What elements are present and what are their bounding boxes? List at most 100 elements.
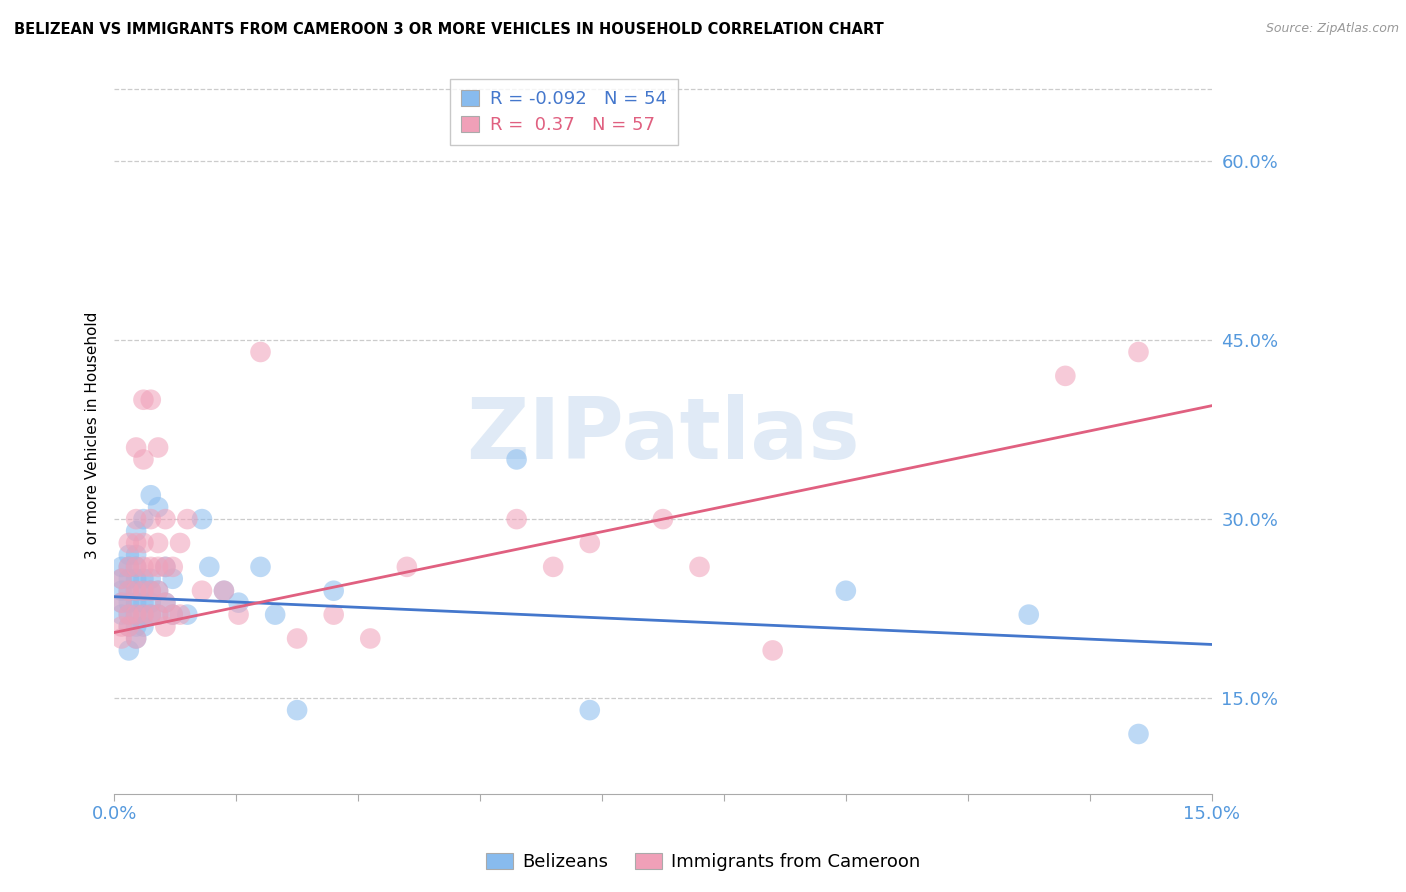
Point — [139, 560, 162, 574]
Point — [125, 524, 148, 538]
Point — [762, 643, 785, 657]
Point — [359, 632, 381, 646]
Point — [146, 536, 169, 550]
Point — [132, 560, 155, 574]
Point — [139, 392, 162, 407]
Point — [191, 512, 214, 526]
Point — [125, 583, 148, 598]
Point — [198, 560, 221, 574]
Point — [176, 512, 198, 526]
Point — [118, 607, 141, 622]
Point — [228, 596, 250, 610]
Point — [125, 560, 148, 574]
Point — [146, 583, 169, 598]
Point — [110, 607, 132, 622]
Text: Source: ZipAtlas.com: Source: ZipAtlas.com — [1265, 22, 1399, 36]
Point — [118, 607, 141, 622]
Point — [146, 441, 169, 455]
Point — [155, 560, 177, 574]
Point — [110, 632, 132, 646]
Point — [118, 619, 141, 633]
Point — [118, 643, 141, 657]
Point — [146, 607, 169, 622]
Point — [146, 583, 169, 598]
Point — [139, 607, 162, 622]
Point — [132, 572, 155, 586]
Point — [285, 703, 308, 717]
Point — [146, 500, 169, 515]
Point — [110, 583, 132, 598]
Point — [132, 596, 155, 610]
Point — [132, 583, 155, 598]
Legend: R = -0.092   N = 54, R =  0.37   N = 57: R = -0.092 N = 54, R = 0.37 N = 57 — [450, 79, 678, 145]
Text: ZIPatlas: ZIPatlas — [465, 394, 860, 477]
Point — [125, 536, 148, 550]
Point — [155, 619, 177, 633]
Point — [395, 560, 418, 574]
Point — [1128, 345, 1150, 359]
Point — [212, 583, 235, 598]
Point — [191, 583, 214, 598]
Point — [125, 596, 148, 610]
Point — [118, 560, 141, 574]
Point — [139, 488, 162, 502]
Point — [1018, 607, 1040, 622]
Point — [132, 619, 155, 633]
Point — [155, 560, 177, 574]
Point — [118, 548, 141, 562]
Point — [835, 583, 858, 598]
Point — [139, 607, 162, 622]
Point — [118, 583, 141, 598]
Point — [162, 560, 184, 574]
Point — [228, 607, 250, 622]
Point — [146, 560, 169, 574]
Point — [505, 452, 527, 467]
Point — [110, 572, 132, 586]
Point — [110, 596, 132, 610]
Point — [285, 632, 308, 646]
Point — [110, 619, 132, 633]
Point — [1128, 727, 1150, 741]
Point — [155, 596, 177, 610]
Point — [139, 583, 162, 598]
Point — [578, 536, 600, 550]
Point — [118, 572, 141, 586]
Point — [162, 607, 184, 622]
Point — [125, 512, 148, 526]
Point — [652, 512, 675, 526]
Point — [125, 441, 148, 455]
Point — [169, 536, 191, 550]
Point — [505, 512, 527, 526]
Point — [118, 536, 141, 550]
Point — [125, 632, 148, 646]
Point — [322, 583, 344, 598]
Point — [132, 607, 155, 622]
Point — [139, 583, 162, 598]
Point — [118, 583, 141, 598]
Point — [176, 607, 198, 622]
Point — [125, 632, 148, 646]
Point — [249, 560, 271, 574]
Point — [110, 596, 132, 610]
Point — [146, 607, 169, 622]
Point — [132, 536, 155, 550]
Point — [249, 345, 271, 359]
Point — [125, 572, 148, 586]
Point — [155, 512, 177, 526]
Point — [139, 572, 162, 586]
Point — [212, 583, 235, 598]
Point — [125, 619, 148, 633]
Y-axis label: 3 or more Vehicles in Household: 3 or more Vehicles in Household — [86, 312, 100, 559]
Point — [110, 560, 132, 574]
Point — [155, 596, 177, 610]
Point — [110, 572, 132, 586]
Point — [162, 607, 184, 622]
Point — [132, 583, 155, 598]
Point — [125, 607, 148, 622]
Point — [125, 607, 148, 622]
Point — [125, 583, 148, 598]
Point — [118, 560, 141, 574]
Point — [169, 607, 191, 622]
Point — [541, 560, 564, 574]
Point — [118, 619, 141, 633]
